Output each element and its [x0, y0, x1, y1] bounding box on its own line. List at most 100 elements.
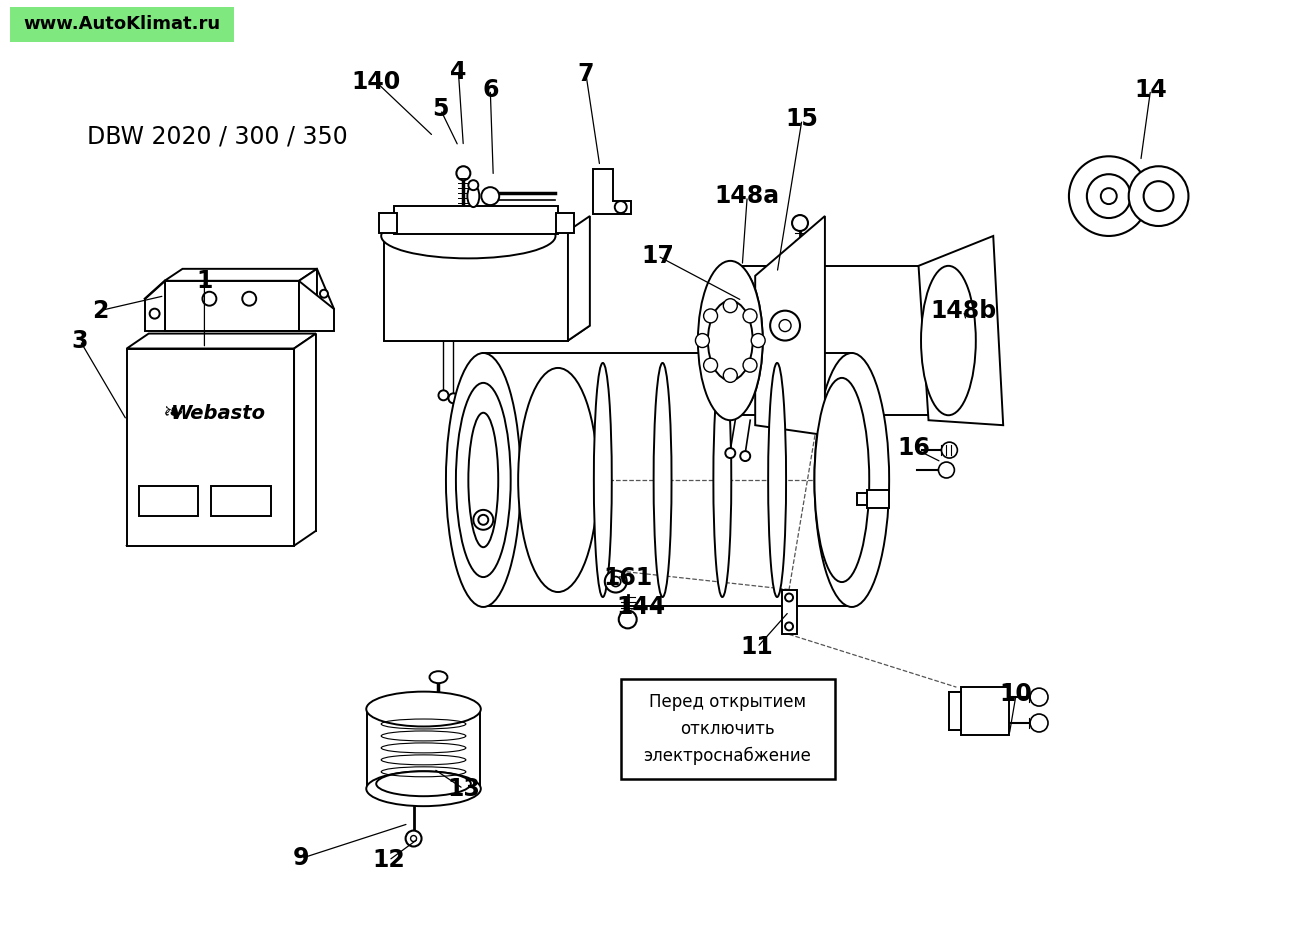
Ellipse shape	[708, 301, 753, 380]
Circle shape	[1128, 166, 1188, 226]
Circle shape	[150, 309, 160, 318]
Bar	[556, 213, 573, 233]
Polygon shape	[165, 269, 317, 281]
Circle shape	[792, 215, 809, 231]
Text: 4: 4	[450, 60, 467, 84]
Ellipse shape	[376, 771, 471, 796]
Ellipse shape	[367, 692, 481, 727]
Circle shape	[604, 571, 627, 593]
Text: 14: 14	[1134, 78, 1167, 102]
Text: 15: 15	[785, 107, 819, 131]
Bar	[394, 206, 558, 234]
Circle shape	[723, 298, 737, 313]
Text: 3: 3	[72, 329, 88, 352]
Circle shape	[438, 390, 448, 400]
Circle shape	[779, 319, 792, 332]
Bar	[949, 693, 962, 730]
Bar	[620, 679, 835, 779]
Text: 12: 12	[372, 848, 406, 872]
Bar	[126, 349, 294, 545]
Circle shape	[456, 166, 471, 180]
Ellipse shape	[714, 363, 732, 597]
Bar	[783, 590, 797, 635]
Circle shape	[740, 451, 750, 461]
Ellipse shape	[768, 363, 786, 597]
Circle shape	[242, 292, 256, 306]
Circle shape	[1101, 188, 1117, 204]
Circle shape	[406, 830, 421, 846]
Circle shape	[703, 309, 718, 323]
Text: 2: 2	[92, 298, 108, 323]
Circle shape	[619, 611, 637, 628]
Polygon shape	[165, 281, 299, 331]
Bar	[857, 493, 867, 504]
Bar	[10, 7, 234, 42]
Ellipse shape	[708, 266, 763, 415]
Ellipse shape	[815, 353, 889, 607]
Ellipse shape	[815, 378, 870, 582]
Text: 6: 6	[482, 78, 498, 102]
Circle shape	[478, 515, 489, 524]
Ellipse shape	[481, 187, 499, 205]
Circle shape	[468, 180, 478, 190]
Text: ❧: ❧	[162, 401, 183, 426]
Circle shape	[203, 292, 216, 306]
Polygon shape	[755, 216, 826, 435]
Circle shape	[131, 442, 142, 452]
Polygon shape	[299, 269, 317, 331]
Text: 1: 1	[196, 269, 213, 293]
Circle shape	[1030, 688, 1048, 706]
Circle shape	[1069, 157, 1149, 236]
Circle shape	[411, 836, 416, 842]
Circle shape	[615, 201, 627, 213]
Polygon shape	[299, 281, 334, 331]
Circle shape	[1087, 174, 1131, 218]
Text: 13: 13	[447, 777, 480, 801]
Ellipse shape	[654, 363, 672, 597]
Text: www.AutoKlimat.ru: www.AutoKlimat.ru	[23, 15, 220, 33]
Bar	[867, 490, 889, 508]
Polygon shape	[593, 169, 630, 214]
Text: 11: 11	[741, 636, 773, 659]
Circle shape	[1144, 181, 1174, 211]
Bar	[378, 213, 396, 233]
Ellipse shape	[594, 363, 612, 597]
Polygon shape	[384, 231, 568, 340]
Circle shape	[751, 333, 766, 348]
Text: 144: 144	[616, 596, 666, 619]
Polygon shape	[919, 236, 1004, 426]
Circle shape	[939, 462, 954, 478]
Text: 148b: 148b	[931, 298, 997, 323]
Text: 140: 140	[351, 69, 400, 94]
Bar	[962, 687, 1009, 735]
Ellipse shape	[519, 368, 598, 592]
Text: 10: 10	[1000, 682, 1032, 706]
Circle shape	[744, 358, 757, 372]
Circle shape	[785, 622, 793, 631]
Text: Перед открытием
отключить
электроснабжение: Перед открытием отключить электроснабжен…	[644, 694, 811, 765]
Polygon shape	[144, 281, 165, 331]
Text: 148a: 148a	[715, 184, 780, 208]
Circle shape	[723, 369, 737, 382]
Circle shape	[725, 448, 736, 458]
Text: 16: 16	[897, 436, 929, 460]
Polygon shape	[294, 333, 316, 545]
Circle shape	[785, 594, 793, 601]
Text: 9: 9	[292, 846, 309, 870]
Ellipse shape	[446, 353, 520, 607]
Polygon shape	[384, 326, 590, 340]
Circle shape	[448, 393, 459, 404]
Bar	[212, 486, 272, 516]
Ellipse shape	[456, 383, 511, 577]
Circle shape	[611, 577, 620, 586]
Ellipse shape	[468, 412, 498, 547]
Circle shape	[1030, 714, 1048, 732]
Polygon shape	[568, 216, 590, 340]
Circle shape	[744, 309, 757, 323]
Ellipse shape	[429, 672, 447, 683]
Text: 17: 17	[641, 244, 673, 268]
Text: 5: 5	[432, 98, 448, 122]
Bar	[139, 486, 199, 516]
Circle shape	[696, 333, 710, 348]
Circle shape	[703, 358, 718, 372]
